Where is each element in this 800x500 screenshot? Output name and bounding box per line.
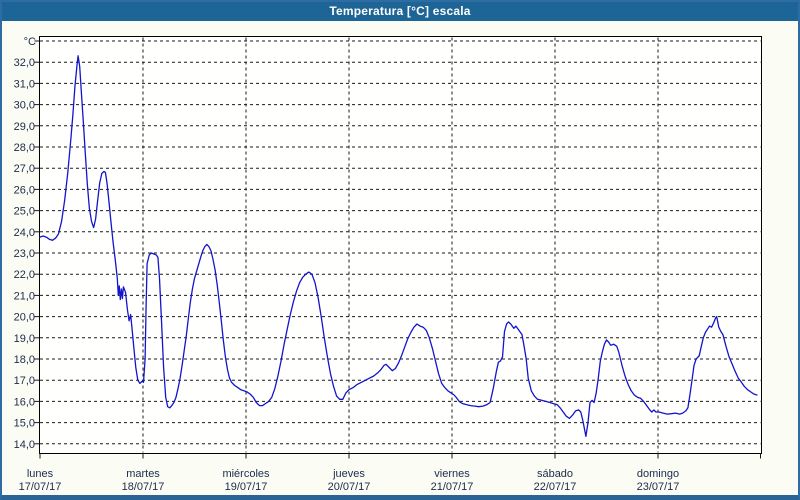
x-day-date: 21/07/17: [431, 481, 474, 493]
y-tick-label: 21,0: [14, 290, 35, 302]
y-tick-label: 23,0: [14, 248, 35, 260]
y-tick-label: 25,0: [14, 206, 35, 218]
x-day-date: 19/07/17: [225, 481, 268, 493]
y-tick-label: 17,0: [14, 375, 35, 387]
y-tick-label: 19,0: [14, 333, 35, 345]
y-tick-label: 14,0: [14, 439, 35, 451]
y-tick-label: 29,0: [14, 121, 35, 133]
y-tick-label: 22,0: [14, 269, 35, 281]
x-day-name: jueves: [332, 468, 365, 480]
y-tick-label: 31,0: [14, 78, 35, 90]
temperature-line: [39, 55, 758, 438]
y-tick-label: 27,0: [14, 163, 35, 175]
chart-title: Temperatura [°C] escala: [329, 4, 471, 18]
x-day-date: 20/07/17: [328, 481, 371, 493]
y-tick-label: 26,0: [14, 184, 35, 196]
y-axis-unit: °C: [24, 36, 36, 48]
y-tick-label: 18,0: [14, 354, 35, 366]
x-day-name: martes: [126, 468, 160, 480]
x-day-date: 23/07/17: [637, 481, 680, 493]
x-day-name: domingo: [637, 468, 679, 480]
x-day-date: 17/07/17: [19, 481, 62, 493]
y-tick-label: 20,0: [14, 312, 35, 324]
x-day-date: 18/07/17: [122, 481, 165, 493]
chart-svg: 32,0 31,0 30,0 29,0 28,0 27,0 26,0 25,0 24,0 23,0…: [14, 36, 762, 493]
title-bar: Temperatura [°C] escala: [2, 2, 798, 21]
chart-area: 32,0 31,0 30,0 29,0 28,0 27,0 26,0 25,0 24,0 23,0…: [2, 21, 798, 493]
y-tick-label: 15,0: [14, 418, 35, 430]
x-day-date: 22/07/17: [534, 481, 577, 493]
x-day-name: miércoles: [222, 468, 270, 480]
y-tick-label: 32,0: [14, 57, 35, 69]
y-tick-label: 30,0: [14, 100, 35, 112]
x-day-name: lunes: [27, 468, 54, 480]
plot-frame: [39, 36, 762, 454]
y-tick-label: 24,0: [14, 227, 35, 239]
x-day-name: viernes: [434, 468, 470, 480]
x-day-name: sábado: [537, 468, 573, 480]
y-tick-label: 16,0: [14, 396, 35, 408]
y-tick-label: 28,0: [14, 142, 35, 154]
